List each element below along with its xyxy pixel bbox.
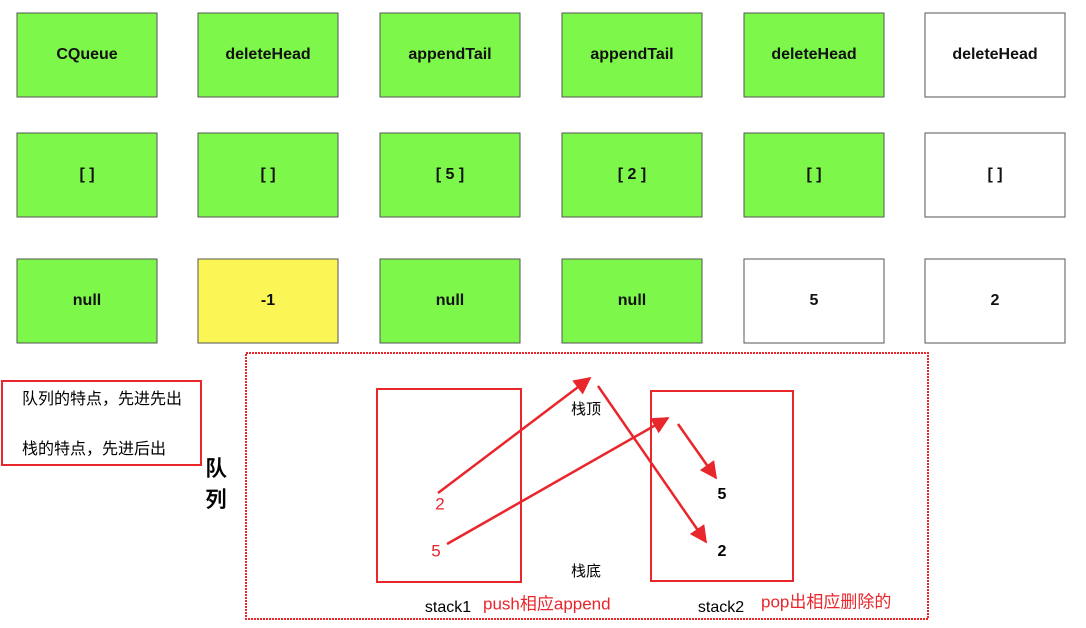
arrow — [676, 423, 718, 480]
cell-box — [561, 12, 703, 98]
cell-box — [743, 12, 885, 98]
stack2-box — [650, 390, 794, 582]
cell-box — [379, 258, 521, 344]
arrows — [437, 376, 718, 546]
cell-grid: CQueue deleteHead appendTail appendTail dele… — [16, 12, 1066, 344]
cell-label: 5 — [810, 292, 819, 309]
cell-box — [924, 258, 1066, 344]
cell-box — [924, 12, 1066, 98]
cell-label: 2 — [991, 292, 1000, 309]
side-label: 队 — [206, 458, 228, 481]
cell-label: [ ] — [79, 166, 94, 183]
arrow — [437, 376, 592, 494]
note-box — [1, 380, 202, 466]
side-label: 列 — [206, 489, 227, 512]
cell-box — [379, 132, 521, 218]
cell-box — [16, 132, 158, 218]
note-line: 栈的特点，先进后出 — [22, 440, 166, 458]
stack-item: 5 — [431, 541, 440, 560]
stack-caption: pop出相应删除的 — [761, 592, 891, 611]
cell-box — [16, 258, 158, 344]
stack-bottom: 栈底 — [571, 563, 601, 580]
cell-label: -1 — [261, 292, 275, 309]
cell-label: null — [618, 292, 646, 309]
cell-label: deleteHead — [771, 46, 856, 63]
stack1-box — [376, 388, 522, 583]
cell-label: [ ] — [806, 166, 821, 183]
cell-box — [924, 132, 1066, 218]
stack-caption: push相应append — [483, 594, 611, 613]
note-line: 队列的特点，先进先出 — [22, 390, 182, 408]
stack-item: 5 — [718, 486, 727, 503]
cell-box — [16, 12, 158, 98]
cell-label: null — [73, 292, 101, 309]
cell-box — [561, 258, 703, 344]
cell-label: [ 5 ] — [436, 166, 464, 183]
cell-label: [ ] — [260, 166, 275, 183]
stack-item: 2 — [718, 543, 727, 560]
cell-label: appendTail — [408, 46, 491, 63]
cell-box — [743, 132, 885, 218]
cell-label: [ ] — [987, 166, 1002, 183]
stack-top: 栈顶 — [571, 401, 601, 418]
stack-name: stack1 — [425, 599, 471, 616]
cell-box — [379, 12, 521, 98]
cell-label: deleteHead — [952, 46, 1037, 63]
cell-label: null — [436, 292, 464, 309]
cell-label: appendTail — [590, 46, 673, 63]
cell-label: CQueue — [56, 46, 117, 63]
stack-item: 2 — [435, 494, 444, 513]
queue-frame — [245, 352, 929, 620]
cell-box — [197, 258, 339, 344]
arrow — [596, 385, 708, 544]
cell-label: deleteHead — [225, 46, 310, 63]
cell-box — [197, 12, 339, 98]
arrow — [446, 416, 670, 546]
cell-box — [743, 258, 885, 344]
stack-name: stack2 — [698, 599, 744, 616]
cell-box — [561, 132, 703, 218]
cell-box — [197, 132, 339, 218]
cell-label: [ 2 ] — [618, 166, 646, 183]
